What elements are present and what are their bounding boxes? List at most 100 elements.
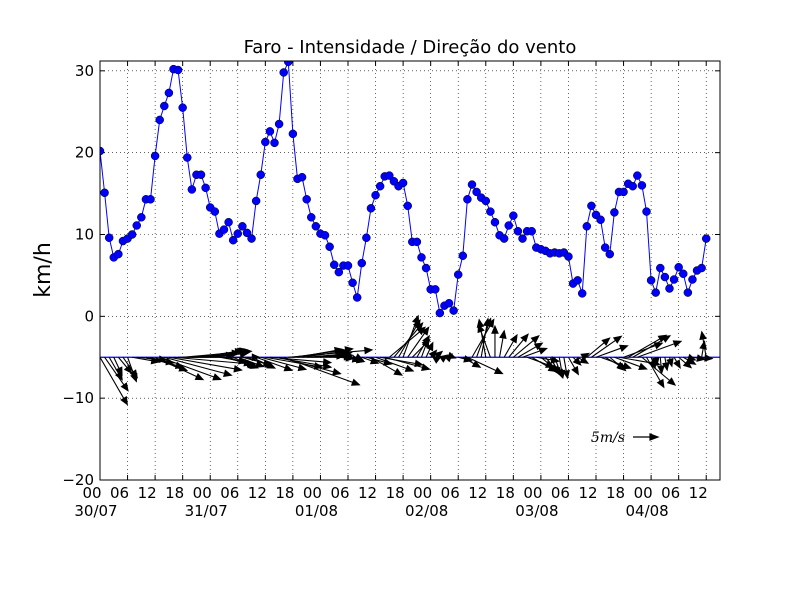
wind-arrow — [595, 344, 629, 358]
data-point — [247, 234, 256, 243]
data-point — [679, 269, 688, 279]
data-point — [444, 298, 454, 308]
data-point — [504, 221, 513, 230]
data-point — [564, 252, 573, 261]
wind-arrow — [686, 353, 697, 361]
data-point — [362, 233, 371, 243]
data-point — [265, 127, 275, 136]
wind-arrow — [696, 354, 714, 362]
wind-arrow — [522, 347, 548, 358]
data-point — [582, 222, 592, 231]
wind-arrow — [567, 356, 579, 376]
wind-arrow — [651, 356, 660, 367]
wind-arrow — [508, 333, 529, 358]
data-point — [100, 146, 105, 156]
data-point — [665, 284, 674, 293]
data-point — [352, 293, 362, 302]
data-point — [334, 267, 344, 277]
data-point — [610, 208, 619, 217]
data-point — [660, 272, 670, 282]
x-day-label: 31/07 — [185, 502, 228, 520]
data-point — [697, 263, 706, 273]
data-point — [463, 195, 472, 204]
plot-area — [100, 61, 720, 406]
data-point — [160, 101, 169, 111]
data-point — [421, 263, 431, 273]
x-tick-label: 12 — [468, 484, 487, 502]
y-tick-label: 10 — [75, 225, 94, 243]
wind-arrow — [104, 356, 129, 392]
y-tick-label: −10 — [62, 389, 94, 407]
wind-arrow — [100, 356, 128, 406]
data-point — [164, 88, 174, 98]
plot-frame — [99, 60, 721, 481]
wind-arrow — [462, 356, 482, 368]
data-point — [348, 278, 357, 288]
data-point — [242, 228, 252, 238]
data-point — [683, 288, 693, 297]
data-point — [518, 234, 527, 243]
wind-arrow — [580, 352, 590, 361]
data-point — [472, 187, 481, 197]
data-point — [270, 138, 279, 148]
data-point — [637, 181, 647, 190]
wind-arrow — [517, 342, 544, 358]
x-tick-label: 18 — [386, 484, 405, 502]
wind-arrow — [370, 356, 404, 376]
data-point — [238, 222, 247, 231]
data-point — [573, 276, 582, 285]
x-tick-label: 06 — [330, 484, 349, 502]
x-day-label: 01/08 — [295, 502, 338, 520]
wind-arrow — [384, 356, 431, 371]
data-point — [127, 230, 137, 239]
x-tick-label: 06 — [110, 484, 129, 502]
data-point — [343, 261, 353, 270]
wind-arrow — [237, 356, 265, 368]
data-point — [100, 188, 109, 198]
wind-arrow — [354, 353, 365, 361]
wind-arrow — [467, 356, 504, 375]
data-point — [183, 153, 192, 162]
wind-arrow — [503, 333, 518, 358]
data-point — [284, 61, 293, 67]
data-point — [371, 190, 380, 200]
wind-arrow — [591, 335, 623, 358]
data-point — [256, 170, 265, 180]
wind-arrow — [557, 357, 566, 380]
wind-arrow — [648, 357, 657, 370]
x-day-label: 02/08 — [405, 502, 448, 520]
x-tick-label: 18 — [275, 484, 294, 502]
data-point — [596, 215, 605, 225]
data-point — [642, 207, 651, 216]
data-point — [155, 115, 164, 125]
x-tick-label: 00 — [82, 484, 101, 502]
data-point — [146, 195, 155, 204]
x-tick-label: 00 — [634, 484, 653, 502]
wind-arrow — [214, 349, 251, 358]
data-point — [104, 233, 114, 243]
data-point — [187, 185, 197, 194]
data-point — [178, 103, 187, 112]
wind-arrow — [562, 357, 570, 380]
data-point — [366, 204, 376, 213]
x-day-label: 03/08 — [515, 502, 558, 520]
data-point — [288, 129, 298, 139]
y-tick-label: 0 — [84, 307, 94, 325]
data-point — [219, 225, 229, 234]
data-point — [499, 234, 509, 243]
x-tick-label: 06 — [661, 484, 680, 502]
wind-arrow — [232, 356, 258, 369]
wind-arrow — [646, 356, 665, 389]
x-tick-label: 12 — [138, 484, 157, 502]
data-point — [279, 68, 288, 77]
data-point — [481, 196, 491, 206]
x-tick-label: 06 — [220, 484, 239, 502]
data-point — [688, 275, 697, 284]
quiver-key-arrow — [633, 433, 660, 441]
wind-arrow — [251, 356, 277, 369]
data-point — [467, 180, 477, 189]
data-point — [527, 226, 536, 236]
wind-arrow — [255, 356, 294, 372]
data-point — [449, 306, 458, 315]
y-tick-label: −20 — [62, 471, 94, 489]
